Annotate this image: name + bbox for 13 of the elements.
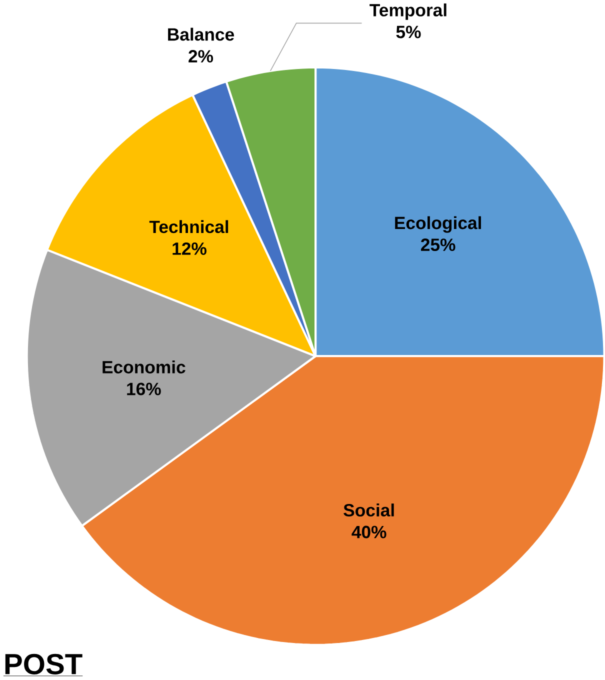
data-label: 40% (352, 526, 386, 538)
slice-label: Temporal (369, 3, 446, 20)
slice-label: Ecological (394, 216, 481, 233)
data-label: 12% (172, 242, 206, 255)
data-label: 5% (396, 26, 421, 38)
slice-label: Social (343, 504, 394, 516)
slice-label: Balance (168, 28, 234, 41)
data-label: 25% (420, 238, 456, 252)
data-label: 16% (126, 382, 161, 396)
slice-label: Economic (102, 360, 186, 374)
data-label: 2% (188, 50, 213, 63)
slice-label: Technical (149, 220, 228, 234)
text: POST (5, 654, 82, 674)
